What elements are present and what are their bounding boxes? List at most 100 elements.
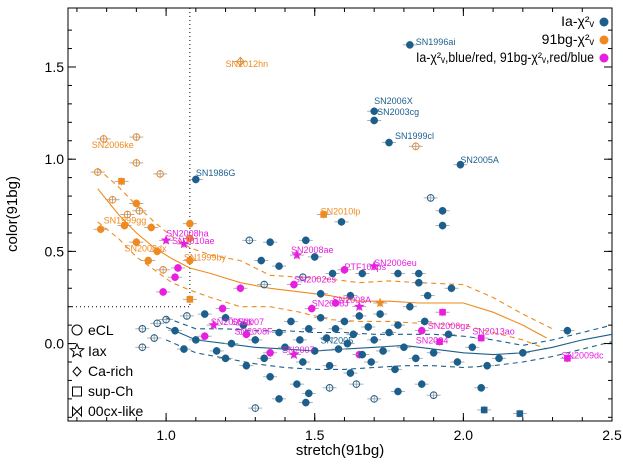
point-marker <box>236 56 245 67</box>
point-marker <box>153 247 161 256</box>
sn-label: SN2007 <box>282 345 315 355</box>
data-point <box>176 238 191 249</box>
data-point <box>417 317 432 326</box>
point-marker <box>483 361 491 370</box>
point-marker <box>120 221 129 230</box>
point-marker <box>453 358 462 366</box>
sn-label: SN2003cg <box>377 107 419 117</box>
data-point <box>132 206 147 215</box>
point-marker <box>367 358 376 366</box>
sn-label: SN2008dx <box>124 243 167 253</box>
point-marker <box>394 321 402 329</box>
shape-legend-label-00cx: 00cx-like <box>88 403 143 419</box>
data-point <box>402 302 417 311</box>
point-marker <box>186 256 194 265</box>
point-marker <box>355 312 364 320</box>
y-axis-title: color(91bg) <box>4 176 21 252</box>
legend: Ia-χ²ᵥ 91bg-χ²ᵥ Ia-χ²ᵥ,blue/red, 91bg-χ²… <box>416 13 609 65</box>
point-marker <box>281 343 289 352</box>
sn-label: SN1996ai <box>416 37 456 47</box>
point-marker <box>322 334 331 342</box>
data-point <box>96 134 111 143</box>
data-point <box>168 273 183 282</box>
legend-marker-91bg <box>599 35 609 45</box>
data-point <box>376 346 391 355</box>
point-marker <box>337 218 346 226</box>
point-marker <box>346 369 355 377</box>
data-point <box>159 234 174 245</box>
sn-label: PTF10ops <box>344 262 386 272</box>
sn-label: SN2008ha <box>166 229 209 239</box>
sn-label: SN1999cl <box>395 131 434 141</box>
point-marker <box>180 345 188 353</box>
star-icon <box>68 342 86 358</box>
legend-entry-mixed: Ia-χ²ᵥ,blue/red, 91bg-χ²ᵥ,red/blue <box>416 49 609 65</box>
point-marker <box>192 175 200 184</box>
point-marker <box>331 299 340 307</box>
data-point <box>322 383 337 392</box>
data-point <box>129 158 144 167</box>
point-marker <box>242 330 251 339</box>
point-marker <box>162 315 170 324</box>
point-marker <box>346 291 355 300</box>
data-point <box>313 313 328 322</box>
fit-curves <box>97 167 613 370</box>
data-point <box>325 269 340 278</box>
data-point <box>492 354 507 363</box>
sn-label: SN2005hk <box>211 317 254 327</box>
shape-legend-label-ecl: eCL <box>88 322 114 338</box>
data-point <box>340 339 355 348</box>
data-point <box>254 256 269 265</box>
point-marker <box>385 138 393 147</box>
point-marker <box>519 348 527 357</box>
point-marker <box>456 160 465 169</box>
data-point <box>209 346 224 355</box>
data-point <box>182 295 197 304</box>
point-marker <box>438 207 447 215</box>
data-point <box>346 330 361 339</box>
data-point <box>337 317 352 326</box>
point-marker <box>200 310 209 318</box>
data-point <box>349 380 364 389</box>
x-tick-label: 2.0 <box>454 427 474 443</box>
point-marker <box>477 334 485 342</box>
data-point <box>560 326 575 335</box>
point-marker <box>245 236 254 245</box>
data-point <box>129 199 144 208</box>
data-point <box>512 409 527 418</box>
point-marker <box>370 395 378 403</box>
point-marker <box>364 323 373 331</box>
data-point <box>373 310 388 319</box>
data-point <box>411 278 426 287</box>
point-marker <box>316 289 325 298</box>
data-point <box>367 335 382 344</box>
data-point <box>248 404 263 413</box>
point-marker <box>302 236 310 245</box>
data-point <box>307 252 322 261</box>
data-point <box>435 308 450 317</box>
point-marker <box>423 291 432 300</box>
point-marker <box>564 355 571 362</box>
data-point <box>224 339 239 348</box>
data-point <box>286 280 301 289</box>
data-point <box>361 322 376 331</box>
point-marker <box>275 328 283 337</box>
sn-label: SN1999by <box>184 253 227 263</box>
point-marker <box>138 343 147 352</box>
sn-label: SN2005A <box>460 155 499 165</box>
point-marker <box>369 260 380 271</box>
point-marker <box>304 389 313 398</box>
point-marker <box>266 372 274 381</box>
point-marker <box>108 195 117 204</box>
point-marker <box>316 313 325 322</box>
data-point <box>153 169 168 178</box>
data-point <box>355 269 370 278</box>
data-point <box>477 405 492 414</box>
data-point <box>480 361 495 370</box>
data-point <box>319 334 334 343</box>
data-point <box>295 358 310 366</box>
open-circle-icon <box>71 324 83 336</box>
point-marker <box>257 256 266 265</box>
data-point <box>435 206 450 215</box>
curve-bg91-solid <box>97 188 547 339</box>
